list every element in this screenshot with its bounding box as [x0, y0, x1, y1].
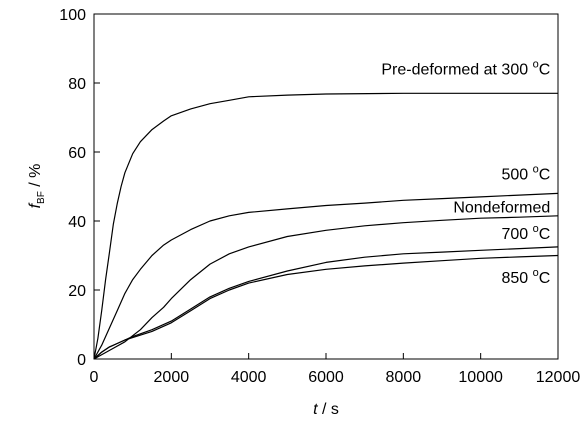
series-label-degree: o	[533, 223, 539, 235]
series-label-degree: o	[533, 58, 539, 70]
x-axis-var: t	[313, 401, 318, 418]
x-tick-label: 6000	[308, 369, 344, 386]
series-line	[93, 92, 558, 360]
series-label-degree: o	[533, 164, 539, 176]
series-label-main: 850	[501, 270, 532, 287]
series-label-unit: C	[539, 61, 551, 78]
series-label-unit: C	[539, 167, 551, 184]
y-axis-var: f	[27, 202, 44, 208]
y-tick-label: 80	[68, 76, 86, 93]
series-label-main: 700	[501, 226, 532, 243]
y-axis-unit: / %	[27, 164, 44, 192]
series-label: 500 oC	[501, 164, 550, 184]
y-axis-sub: BF	[36, 191, 47, 204]
series-line	[93, 246, 559, 360]
series-label-main: Nondeformed	[453, 199, 550, 216]
x-tick-label: 8000	[386, 369, 422, 386]
series-line	[93, 254, 559, 360]
x-tick-label: 10000	[458, 369, 503, 386]
x-tick-label: 12000	[536, 369, 581, 386]
x-axis-unit: / s	[318, 401, 339, 418]
series-label-unit: C	[539, 226, 551, 243]
x-tick-label: 2000	[154, 369, 190, 386]
series-label-degree: o	[533, 267, 539, 279]
y-tick-label: 20	[68, 283, 86, 300]
series-label-unit: C	[539, 270, 551, 287]
y-axis-label: fBF / %	[27, 164, 47, 209]
series-label: 850 oC	[501, 267, 550, 287]
series-lines	[93, 92, 559, 360]
y-tick-label: 60	[68, 145, 86, 162]
series-line	[93, 215, 559, 360]
series-label: Nondeformed	[453, 199, 550, 216]
x-tick-label: 0	[90, 369, 99, 386]
x-axis-label: t / s	[313, 401, 339, 418]
series-label-main: Pre-deformed at 300	[381, 61, 532, 78]
x-tick-label: 4000	[231, 369, 267, 386]
y-tick-label: 100	[59, 7, 86, 24]
series-label-main: 500	[501, 167, 532, 184]
series-label: 700 oC	[501, 223, 550, 243]
y-tick-label: 0	[77, 352, 86, 369]
y-tick-label: 40	[68, 214, 86, 231]
series-line	[93, 192, 559, 360]
series-label: Pre-deformed at 300 oC	[381, 58, 550, 78]
ticks: 0 2000 4000 6000 8000 10000 12000 0 20 40 60 80 100	[59, 7, 580, 386]
